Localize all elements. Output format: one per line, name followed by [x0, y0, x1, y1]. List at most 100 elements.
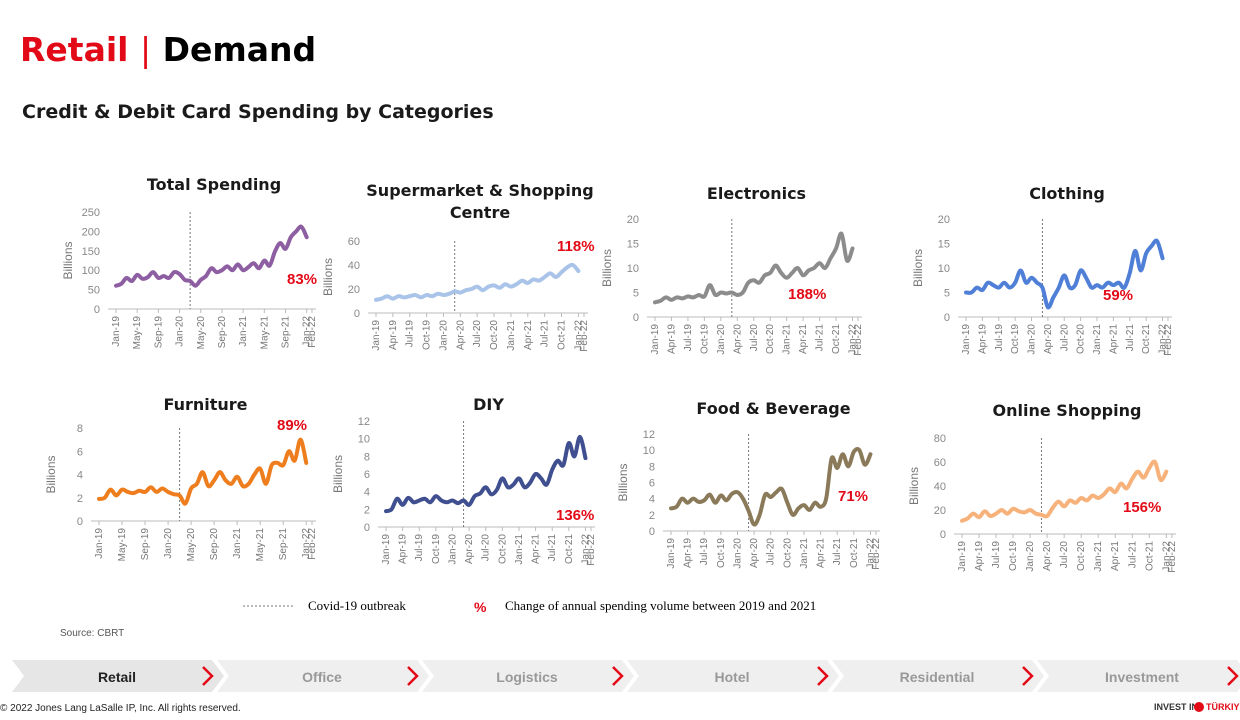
source: Source: CBRT: [60, 628, 124, 639]
y-axis-label: Billions: [911, 249, 925, 287]
x-tick-label: Jul-19: [991, 541, 1002, 569]
x-tick-label: Feb-22: [307, 316, 318, 348]
y-tick-label: 200: [82, 226, 100, 238]
x-tick-label: Apr-19: [388, 320, 399, 350]
y-axis-label: Billions: [61, 241, 75, 279]
x-tick-label: Jul-20: [1059, 324, 1070, 352]
chart-title: Furniture: [163, 395, 248, 414]
x-tick-label: Jan-22: [1161, 541, 1172, 572]
change-annotation: 156%: [1123, 499, 1161, 516]
subtitle: Credit & Debit Card Spending by Categori…: [22, 101, 494, 123]
nav-label[interactable]: Hotel: [715, 669, 750, 685]
y-tick-label: 6: [364, 469, 370, 481]
x-tick-label: May-19: [132, 316, 143, 350]
change-annotation: 188%: [788, 286, 826, 303]
x-tick-label: Oct-20: [1076, 324, 1087, 354]
x-tick-label: Jul-21: [547, 534, 558, 562]
y-axis-label: Billions: [331, 455, 345, 493]
nav-label[interactable]: Logistics: [496, 669, 558, 685]
x-tick-label: Oct-20: [497, 534, 508, 564]
series-line: [964, 238, 1165, 310]
y-tick-label: 20: [938, 214, 950, 226]
y-tick-label: 20: [348, 284, 360, 296]
x-tick-label: Jan-20: [716, 324, 727, 355]
y-tick-label: 20: [627, 214, 639, 226]
x-tick-label: Apr-21: [798, 324, 809, 354]
x-tick-label: Jul-21: [1125, 324, 1136, 352]
y-axis-label: Billions: [907, 467, 921, 505]
nav-tab[interactable]: [422, 660, 634, 692]
y-tick-label: 15: [627, 239, 639, 251]
x-tick-label: Jan-21: [1093, 541, 1104, 572]
series-line: [384, 434, 588, 514]
logo-left: INVEST IN: [1154, 702, 1198, 712]
x-tick-label: May-21: [259, 316, 270, 350]
x-tick-label: Feb-22: [853, 324, 864, 356]
nav-arrow: [407, 666, 419, 686]
x-tick-label: Feb-22: [579, 320, 590, 352]
x-tick-label: Jan-19: [666, 538, 677, 569]
x-tick-label: Jan-21: [799, 538, 810, 569]
chart-title: Online Shopping: [992, 401, 1142, 420]
x-tick-label: May-20: [196, 316, 207, 350]
nav-label[interactable]: Office: [302, 669, 342, 685]
x-tick-label: Apr-20: [455, 320, 466, 350]
y-tick-label: 80: [934, 433, 946, 445]
x-tick-label: Jan-20: [1027, 324, 1038, 355]
series-line: [97, 437, 309, 506]
y-tick-label: 60: [934, 457, 946, 469]
nav-label[interactable]: Residential: [900, 669, 975, 685]
x-tick-label: Oct-21: [564, 534, 575, 564]
legend-text: Change of annual spending volume between…: [505, 598, 816, 613]
x-tick-label: Oct-19: [1010, 324, 1021, 354]
y-tick-label: 0: [649, 526, 655, 538]
nav-label[interactable]: Investment: [1105, 669, 1179, 685]
nav-tab[interactable]: [1037, 660, 1240, 692]
x-tick-label: Jan-19: [111, 316, 122, 347]
y-tick-label: 4: [364, 487, 370, 499]
title-sep: |: [139, 30, 152, 69]
y-tick-label: 5: [633, 288, 639, 300]
x-tick-label: Oct-19: [716, 538, 727, 568]
nav-arrow: [1227, 666, 1239, 686]
x-tick-label: Jan-22: [1158, 324, 1169, 355]
nav-label[interactable]: Retail: [98, 669, 136, 685]
x-tick-label: Jan-19: [650, 324, 661, 355]
x-tick-label: Jan-22: [301, 528, 312, 559]
nav-tab[interactable]: [832, 660, 1044, 692]
x-tick-label: Jan-21: [1092, 324, 1103, 355]
y-tick-label: 5: [944, 288, 950, 300]
x-tick-label: Jan-20: [163, 528, 174, 559]
y-tick-label: 10: [643, 445, 655, 457]
y-tick-label: 0: [940, 529, 946, 541]
x-tick-label: Jan-22: [580, 534, 591, 565]
series-line: [960, 459, 1169, 523]
x-tick-label: Oct-21: [557, 320, 568, 350]
x-tick-label: Oct-21: [849, 538, 860, 568]
nav-tab[interactable]: [12, 660, 224, 692]
x-tick-label: May-19: [117, 528, 128, 562]
x-tick-label: May-21: [255, 528, 266, 562]
x-tick-label: Jan-22: [848, 324, 859, 355]
y-tick-label: 8: [77, 423, 83, 435]
x-tick-label: Sep-20: [209, 528, 220, 561]
y-tick-label: 6: [77, 446, 83, 458]
nav-tab[interactable]: [217, 660, 429, 692]
x-tick-label: Apr-21: [1108, 324, 1119, 354]
x-tick-label: Jan-20: [1025, 541, 1036, 572]
y-tick-label: 50: [88, 285, 100, 297]
x-tick-label: Sep-19: [153, 316, 164, 349]
x-tick-label: Jul-20: [1059, 541, 1070, 569]
x-tick-label: Jul-21: [540, 320, 551, 348]
chart-title: Clothing: [1029, 184, 1105, 203]
y-tick-label: 15: [938, 239, 950, 251]
x-tick-label: Oct-20: [489, 320, 500, 350]
y-tick-label: 0: [94, 304, 100, 316]
x-tick-label: Jul-20: [766, 538, 777, 566]
x-tick-label: Jul-20: [749, 324, 760, 352]
logo-right: TÜRKIYE: [1206, 702, 1240, 712]
y-tick-label: 12: [643, 429, 655, 441]
y-tick-label: 0: [364, 522, 370, 534]
nav-tab[interactable]: [627, 660, 839, 692]
